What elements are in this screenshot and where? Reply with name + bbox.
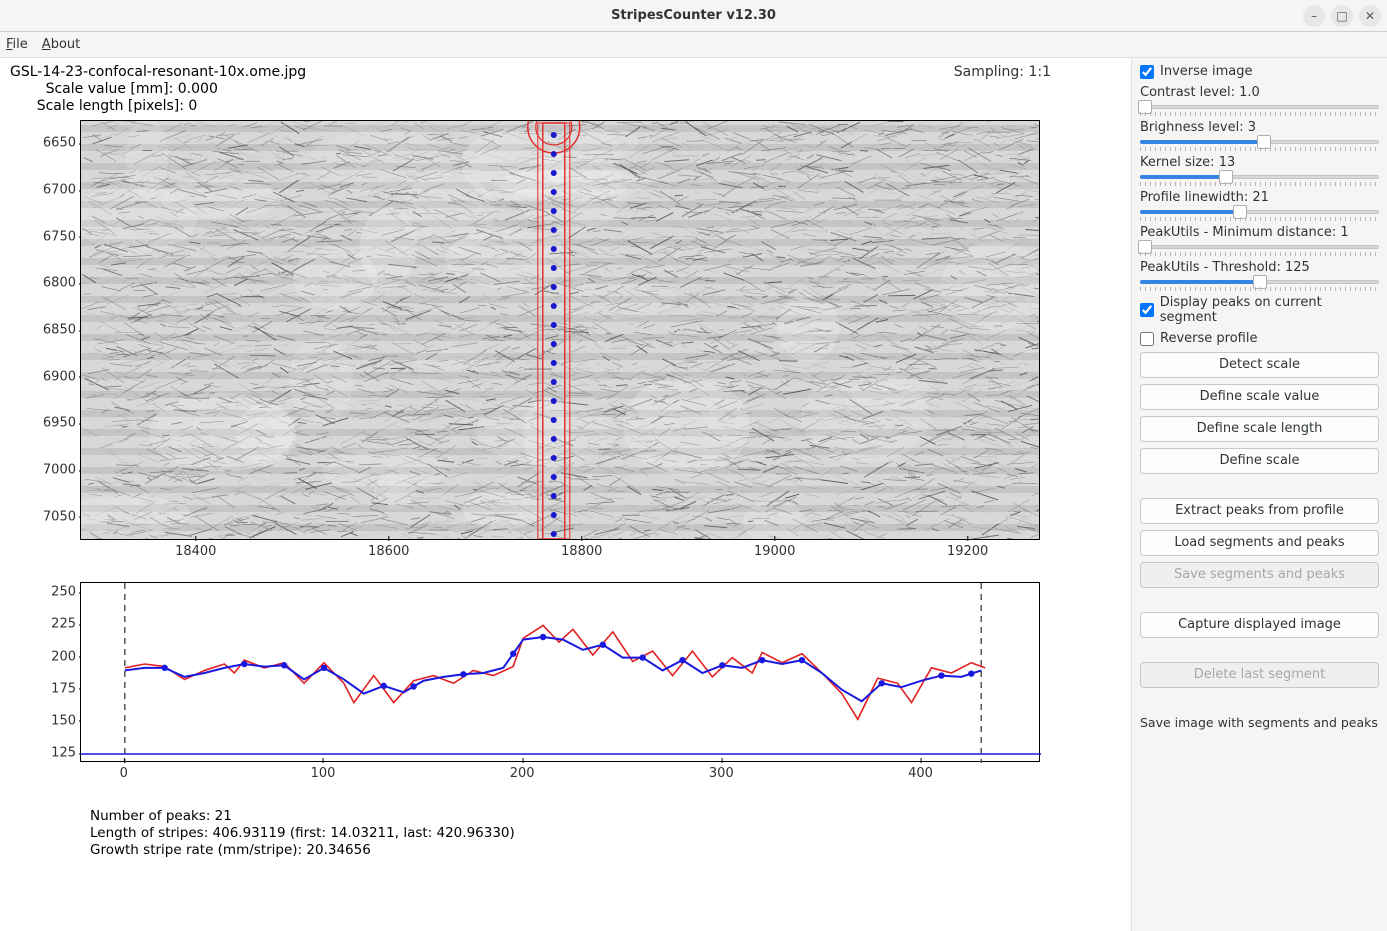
- define-scale-value-button[interactable]: Define scale value: [1140, 384, 1379, 410]
- brightness-slider[interactable]: Brighness level: 3: [1140, 120, 1379, 149]
- save-segments-button: Save segments and peaks: [1140, 562, 1379, 588]
- contrast-slider[interactable]: Contrast level: 1.0: [1140, 85, 1379, 114]
- profile-chart: [81, 583, 1041, 763]
- image-y-axis: 665067006750680068506900695070007050: [36, 120, 76, 540]
- min-distance-slider[interactable]: PeakUtils - Minimum distance: 1: [1140, 225, 1379, 254]
- kernel-slider[interactable]: Kernel size: 13: [1140, 155, 1379, 184]
- capture-image-button[interactable]: Capture displayed image: [1140, 612, 1379, 638]
- maximize-button[interactable]: □: [1331, 5, 1353, 27]
- microscopy-image: [81, 121, 1040, 540]
- define-scale-length-button[interactable]: Define scale length: [1140, 416, 1379, 442]
- minimize-button[interactable]: –: [1303, 5, 1325, 27]
- info-rate: Growth stripe rate (mm/stripe): 20.34656: [90, 842, 515, 859]
- load-segments-button[interactable]: Load segments and peaks: [1140, 530, 1379, 556]
- window-title: StripesCounter v12.30: [611, 8, 776, 23]
- menu-about[interactable]: About: [42, 37, 80, 52]
- define-scale-button[interactable]: Define scale: [1140, 448, 1379, 474]
- linewidth-slider[interactable]: Profile linewidth: 21: [1140, 190, 1379, 219]
- profile-y-axis: 125150175200225250: [40, 582, 76, 762]
- info-text: Number of peaks: 21 Length of stripes: 4…: [90, 808, 515, 859]
- plot-area: GSL-14-23-confocal-resonant-10x.ome.jpg …: [0, 58, 1131, 931]
- titlebar: StripesCounter v12.30 – □ ✕: [0, 0, 1387, 32]
- reverse-profile-checkbox[interactable]: Reverse profile: [1140, 331, 1379, 346]
- scale-length-label: Scale length [pixels]: 0: [10, 98, 1121, 115]
- extract-peaks-button[interactable]: Extract peaks from profile: [1140, 498, 1379, 524]
- detect-scale-button[interactable]: Detect scale: [1140, 352, 1379, 378]
- menubar: File About: [0, 32, 1387, 58]
- info-peaks: Number of peaks: 21: [90, 808, 515, 825]
- side-panel: Inverse image Contrast level: 1.0 Brighn…: [1131, 58, 1387, 931]
- profile-panel[interactable]: [80, 582, 1040, 762]
- save-image-segments-button[interactable]: Save image with segments and peaks: [1140, 712, 1379, 733]
- close-button[interactable]: ✕: [1359, 5, 1381, 27]
- inverse-image-checkbox[interactable]: Inverse image: [1140, 64, 1379, 79]
- sampling-label: Sampling: 1:1: [954, 64, 1051, 80]
- menu-file[interactable]: File: [6, 37, 28, 52]
- image-panel[interactable]: [80, 120, 1040, 540]
- info-length: Length of stripes: 406.93119 (first: 14.…: [90, 825, 515, 842]
- display-peaks-checkbox[interactable]: Display peaks on current segment: [1140, 295, 1379, 325]
- profile-x-axis: 0100200300400: [80, 766, 1040, 786]
- threshold-slider[interactable]: PeakUtils - Threshold: 125: [1140, 260, 1379, 289]
- delete-last-segment-button: Delete last segment: [1140, 662, 1379, 688]
- image-x-axis: 1840018600188001900019200: [80, 544, 1040, 564]
- scale-value-label: Scale value [mm]: 0.000: [10, 81, 1121, 98]
